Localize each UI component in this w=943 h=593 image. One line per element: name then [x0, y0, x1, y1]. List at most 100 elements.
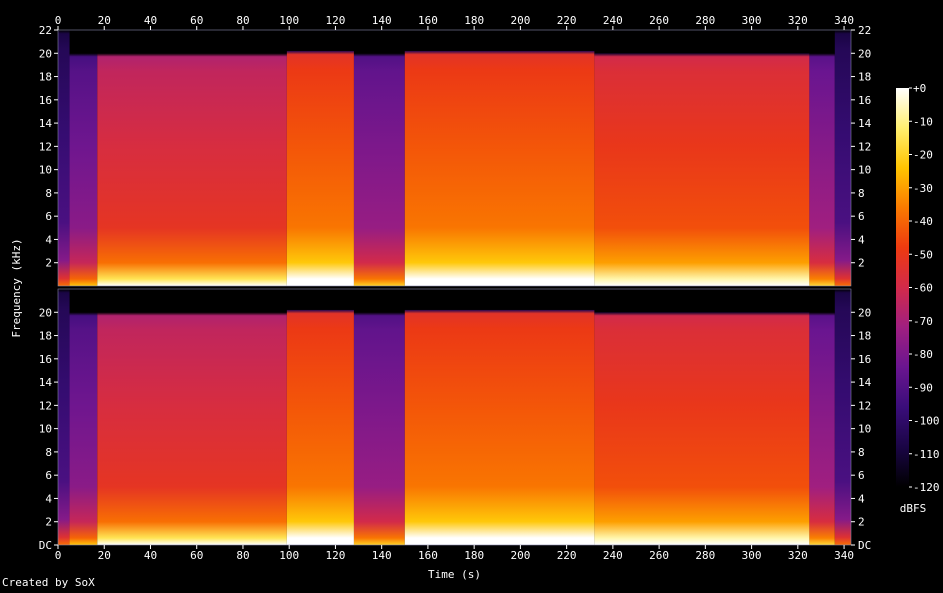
colorbar-tick-label: -40 [913, 215, 933, 228]
y-tick-label-left: 20 [39, 47, 52, 60]
y-tick-label-right: 18 [858, 71, 871, 84]
y-tick-label-right: 10 [858, 164, 871, 177]
y-tick-label-right: 12 [858, 140, 871, 153]
spectrum-segment [594, 312, 810, 545]
x-tick-label-top: 160 [418, 14, 438, 27]
y-tick-label-right: 8 [858, 187, 865, 200]
spectrum-segment [404, 50, 595, 287]
y-tick-label-left: 12 [39, 399, 52, 412]
y-tick-label-right: 20 [858, 47, 871, 60]
y-tick-label-right: 6 [858, 210, 865, 223]
x-tick-label-top: 180 [464, 14, 484, 27]
y-tick-label-left: 2 [45, 257, 52, 270]
colorbar-tick-label: -120 [913, 481, 940, 494]
y-tick-label-right: 14 [858, 117, 872, 130]
spectrum-segment [69, 53, 98, 286]
x-tick-label-bottom: 300 [742, 549, 762, 562]
y-tick-label-right: 20 [858, 306, 871, 319]
y-tick-label-right: DC [858, 539, 871, 552]
y-tick-label-left: 10 [39, 423, 52, 436]
spectrum-segment [834, 30, 851, 286]
colorbar-tick-label: -90 [913, 381, 933, 394]
y-tick-label-right: 14 [858, 376, 872, 389]
colorbar-tick-label: -70 [913, 315, 933, 328]
x-tick-label-bottom: 320 [788, 549, 808, 562]
y-tick-label-left: 18 [39, 71, 52, 84]
y-tick-label-left: 4 [45, 233, 52, 246]
x-tick-label-bottom: 260 [649, 549, 669, 562]
colorbar-unit-label: dBFS [900, 502, 927, 515]
x-tick-label-top: 200 [510, 14, 530, 27]
x-tick-label-top: 280 [695, 14, 715, 27]
spectrum-segment [353, 312, 405, 545]
x-tick-label-top: 80 [236, 14, 249, 27]
x-tick-label-top: 300 [742, 14, 762, 27]
x-tick-label-top: 40 [144, 14, 157, 27]
x-tick-label-bottom: 20 [98, 549, 111, 562]
spectrum-segment [353, 53, 405, 286]
y-tick-label-left: 14 [39, 376, 53, 389]
x-tick-label-bottom: 40 [144, 549, 157, 562]
x-tick-label-top: 100 [279, 14, 299, 27]
x-axis-label: Time (s) [428, 568, 481, 581]
spectrum-segment [97, 53, 287, 286]
spectrum-segment [286, 309, 354, 545]
x-tick-label-bottom: 280 [695, 549, 715, 562]
spectrum-segment [286, 50, 354, 287]
spectrum-segment [69, 312, 98, 545]
spectrum-segment [58, 30, 70, 286]
x-tick-label-top: 60 [190, 14, 203, 27]
y-tick-label-left: 16 [39, 353, 52, 366]
colorbar-tick-label: -10 [913, 115, 933, 128]
spectrum-segment [594, 53, 810, 286]
x-tick-label-top: 260 [649, 14, 669, 27]
y-tick-label-right: 4 [858, 233, 865, 246]
colorbar-tick-label: -30 [913, 182, 933, 195]
y-tick-label-left: 8 [45, 446, 52, 459]
y-tick-label-left: 6 [45, 469, 52, 482]
colorbar-tick-label: -50 [913, 248, 933, 261]
y-tick-label-right: 18 [858, 330, 871, 343]
x-tick-label-bottom: 200 [510, 549, 530, 562]
x-tick-label-bottom: 100 [279, 549, 299, 562]
colorbar-tick-label: -60 [913, 282, 933, 295]
y-tick-label-right: 8 [858, 446, 865, 459]
x-tick-label-top: 0 [55, 14, 62, 27]
y-tick-label-right: 16 [858, 353, 871, 366]
y-tick-label-left: 4 [45, 492, 52, 505]
y-tick-label-right: 2 [858, 516, 865, 529]
y-tick-label-left: 10 [39, 164, 52, 177]
x-tick-label-bottom: 160 [418, 549, 438, 562]
spectrum-segment [809, 53, 835, 286]
colorbar-tick-label: -100 [913, 415, 940, 428]
x-tick-label-bottom: 240 [603, 549, 623, 562]
y-tick-label-left: 8 [45, 187, 52, 200]
x-tick-label-bottom: 120 [325, 549, 345, 562]
colorbar-tick-label: -20 [913, 149, 933, 162]
y-tick-label-left: 20 [39, 306, 52, 319]
spectrum-segment [809, 312, 835, 545]
spectrum-segment [404, 309, 595, 545]
y-tick-label-right: 4 [858, 492, 865, 505]
y-tick-label-right: 12 [858, 399, 871, 412]
colorbar [896, 88, 909, 487]
colorbar-tick-label: -110 [913, 448, 940, 461]
spectrum-segment [58, 289, 70, 545]
x-tick-label-top: 320 [788, 14, 808, 27]
x-tick-label-top: 140 [372, 14, 392, 27]
x-tick-label-top: 120 [325, 14, 345, 27]
y-tick-label-left: 12 [39, 140, 52, 153]
spectrum-segment [97, 312, 287, 545]
x-tick-label-top: 240 [603, 14, 623, 27]
panel-frame [57, 29, 852, 287]
y-tick-label-left: 6 [45, 210, 52, 223]
x-tick-label-bottom: 0 [55, 549, 62, 562]
x-tick-label-top: 340 [834, 14, 854, 27]
y-tick-label-right: 6 [858, 469, 865, 482]
x-tick-label-bottom: 180 [464, 549, 484, 562]
y-tick-label-right: 2 [858, 257, 865, 270]
credit-text: Created by SoX [2, 576, 95, 589]
x-tick-label-bottom: 60 [190, 549, 203, 562]
colorbar-tick-label: +0 [913, 82, 926, 95]
